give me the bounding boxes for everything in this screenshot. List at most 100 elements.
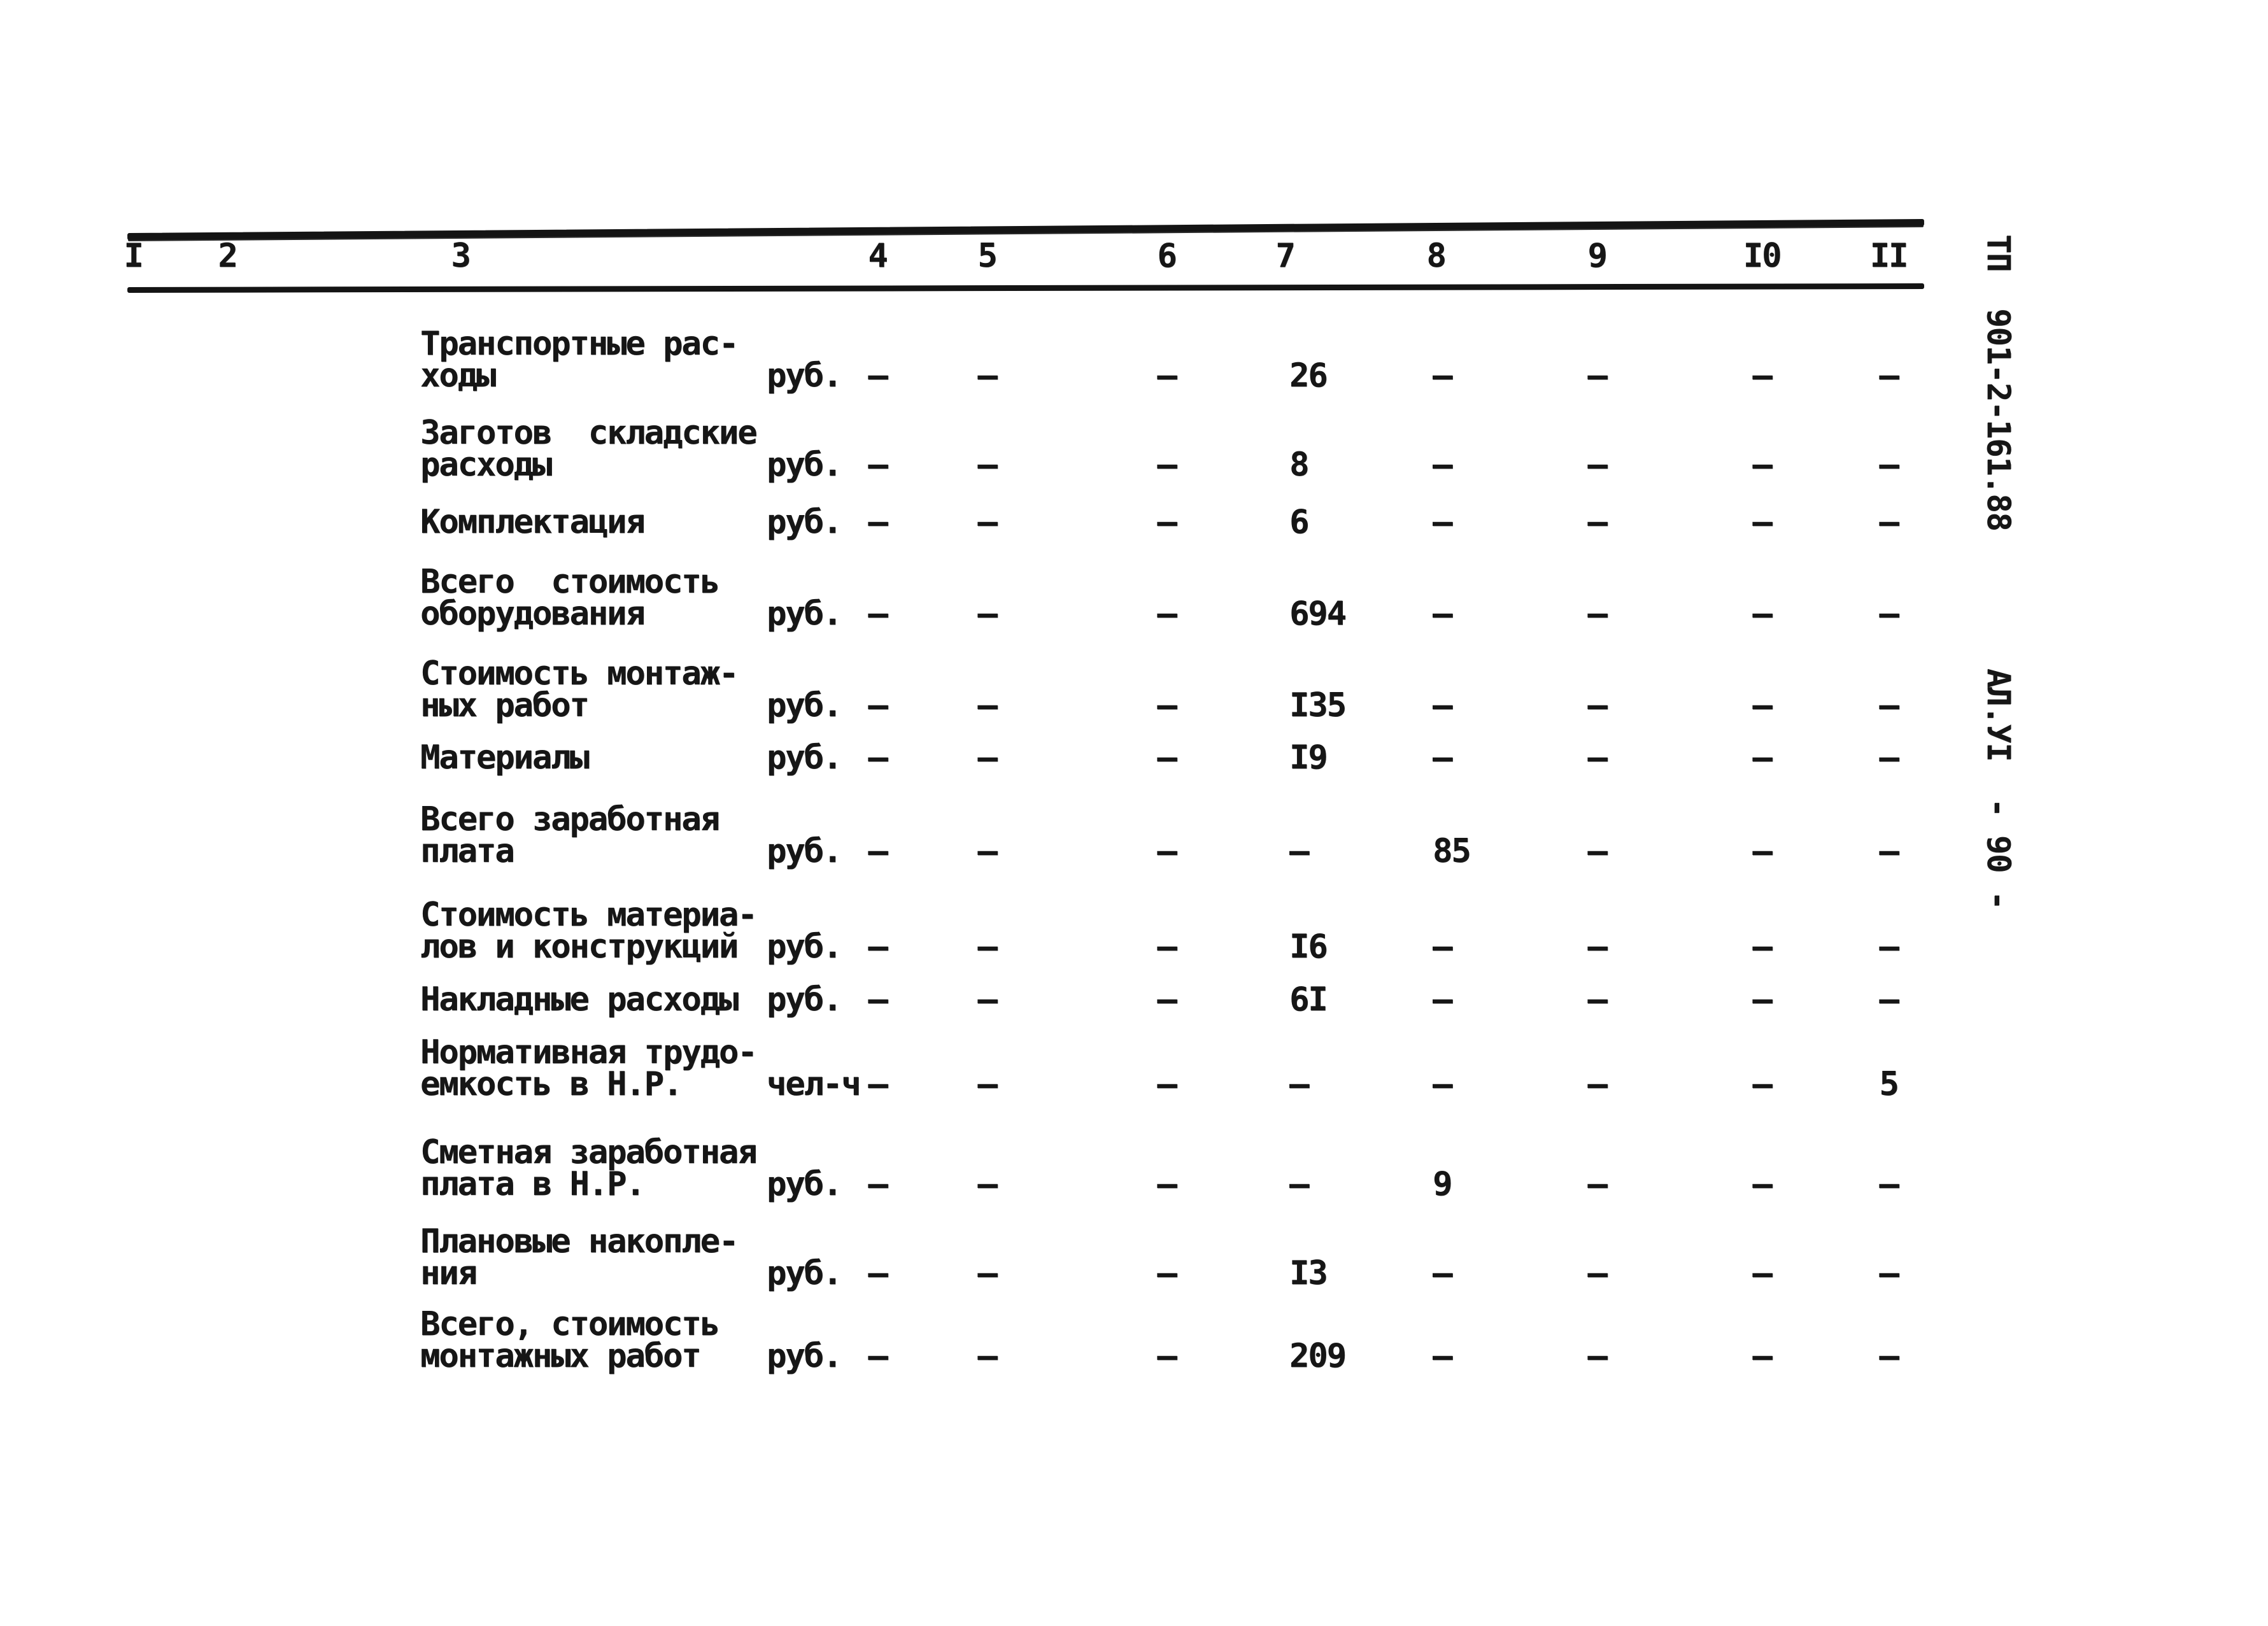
value-cell-c8: — <box>1433 928 1452 966</box>
row-label-line: Плановые накопле- <box>420 1222 739 1261</box>
unit-cell: руб. <box>767 357 842 395</box>
row-label-line: Стоимость материа- <box>420 896 758 934</box>
value-cell-c9: — <box>1587 1165 1607 1203</box>
value-cell-c4: — <box>868 739 888 777</box>
value-cell-c9: — <box>1587 980 1607 1019</box>
value-cell-c8: — <box>1433 503 1452 541</box>
value-cell-c6: — <box>1157 1165 1177 1203</box>
row-label-line: Всего заработная <box>420 800 720 838</box>
value-cell-c4: — <box>868 1337 888 1375</box>
row-label-line: Транспортные рас- <box>420 325 739 363</box>
value-cell-c5: — <box>977 446 997 484</box>
value-cell-c6: — <box>1157 1337 1177 1375</box>
value-cell-c11: — <box>1879 686 1899 725</box>
value-cell-c10: — <box>1752 739 1772 777</box>
row-label-line: монтажных работ <box>420 1337 702 1375</box>
value-cell-c10: — <box>1752 446 1772 484</box>
unit-cell: чел-ч <box>767 1065 861 1103</box>
row-label-line: Всего, стоимость <box>420 1305 720 1343</box>
value-cell-c7: I35 <box>1289 686 1347 725</box>
value-cell-c11: — <box>1879 739 1899 777</box>
row-label-line: плата <box>420 832 515 870</box>
row-label-line: емкость в Н.Р. <box>420 1065 683 1103</box>
value-cell-c11: — <box>1879 357 1899 395</box>
value-cell-c10: — <box>1752 1337 1772 1375</box>
column-header-3: 3 <box>451 237 471 275</box>
row-label-line: Материалы <box>420 739 590 777</box>
value-cell-c9: — <box>1587 928 1607 966</box>
value-cell-c6: — <box>1157 832 1177 870</box>
value-cell-c6: — <box>1157 595 1177 633</box>
value-cell-c9: — <box>1587 1065 1607 1103</box>
value-cell-c5: — <box>977 1254 997 1292</box>
row-label-line: ходы <box>420 357 496 395</box>
unit-cell: руб. <box>767 1165 842 1203</box>
value-cell-c5: — <box>977 1065 997 1103</box>
column-header-2: 2 <box>218 237 237 275</box>
value-cell-c5: — <box>977 739 997 777</box>
row-label-line: Сметная заработная <box>420 1133 758 1171</box>
value-cell-c10: — <box>1752 1165 1772 1203</box>
value-cell-c6: — <box>1157 739 1177 777</box>
column-header-5: 5 <box>977 237 997 275</box>
value-cell-c7: — <box>1289 832 1309 870</box>
unit-cell: руб. <box>767 832 842 870</box>
value-cell-c8: 9 <box>1433 1165 1452 1203</box>
value-cell-c4: — <box>868 1165 888 1203</box>
value-cell-c8: — <box>1433 595 1452 633</box>
unit-cell: руб. <box>767 928 842 966</box>
row-label-line: Нормативная трудо- <box>420 1033 758 1071</box>
value-cell-c5: — <box>977 686 997 725</box>
value-cell-c8: — <box>1433 980 1452 1019</box>
value-cell-c6: — <box>1157 928 1177 966</box>
row-label-line: Стоимость монтаж- <box>420 654 739 693</box>
value-cell-c11: — <box>1879 928 1899 966</box>
row-label-line: плата в Н.Р. <box>420 1165 646 1203</box>
row-label-line: лов и конструкций <box>420 928 739 966</box>
value-cell-c8: — <box>1433 357 1452 395</box>
row-label-line: Заготов складские <box>420 414 758 452</box>
value-cell-c11: — <box>1879 1337 1899 1375</box>
value-cell-c11: — <box>1879 1254 1899 1292</box>
value-cell-c4: — <box>868 1254 888 1292</box>
unit-cell: руб. <box>767 503 842 541</box>
value-cell-c7: 6 <box>1289 503 1309 541</box>
value-cell-c7: I3 <box>1289 1254 1328 1292</box>
value-cell-c6: — <box>1157 1254 1177 1292</box>
value-cell-c9: — <box>1587 739 1607 777</box>
value-cell-c8: 85 <box>1433 832 1471 870</box>
value-cell-c6: — <box>1157 1065 1177 1103</box>
value-cell-c4: — <box>868 357 888 395</box>
unit-cell: руб. <box>767 980 842 1019</box>
value-cell-c8: — <box>1433 686 1452 725</box>
side-album-page-label: АЛ.УІ - 90 - <box>1980 668 2017 910</box>
value-cell-c5: — <box>977 980 997 1019</box>
row-label-line: Накладные расходы <box>420 980 739 1019</box>
value-cell-c9: — <box>1587 446 1607 484</box>
value-cell-c4: — <box>868 446 888 484</box>
value-cell-c7: I9 <box>1289 739 1328 777</box>
row-label-line: расходы <box>420 446 552 484</box>
value-cell-c7: 209 <box>1289 1337 1347 1375</box>
value-cell-c5: — <box>977 1337 997 1375</box>
value-cell-c6: — <box>1157 503 1177 541</box>
value-cell-c11: — <box>1879 1165 1899 1203</box>
row-label-line: Всего стоимость <box>420 563 720 601</box>
value-cell-c9: — <box>1587 357 1607 395</box>
value-cell-c5: — <box>977 595 997 633</box>
value-cell-c11: — <box>1879 595 1899 633</box>
value-cell-c4: — <box>868 1065 888 1103</box>
value-cell-c6: — <box>1157 686 1177 725</box>
value-cell-c9: — <box>1587 1337 1607 1375</box>
unit-cell: руб. <box>767 1254 842 1292</box>
column-header-6: 6 <box>1157 237 1177 275</box>
value-cell-c5: — <box>977 503 997 541</box>
value-cell-c5: — <box>977 1165 997 1203</box>
row-label-line: оборудования <box>420 595 646 633</box>
value-cell-c9: — <box>1587 686 1607 725</box>
value-cell-c11: — <box>1879 503 1899 541</box>
value-cell-c10: — <box>1752 503 1772 541</box>
value-cell-c5: — <box>977 357 997 395</box>
value-cell-c5: — <box>977 832 997 870</box>
